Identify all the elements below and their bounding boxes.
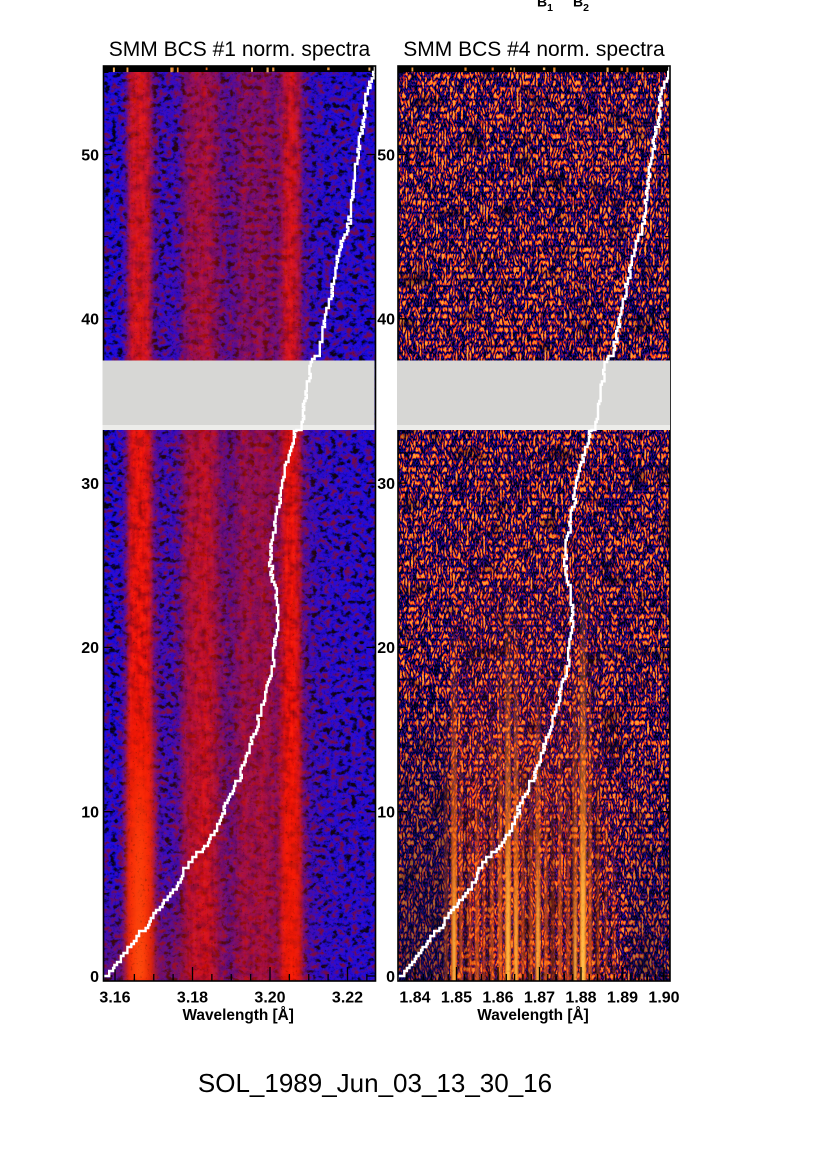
svg-text:40: 40 — [377, 312, 395, 329]
svg-text:1.85: 1.85 — [441, 990, 472, 1007]
svg-text:Wavelength [Å]: Wavelength [Å] — [477, 1007, 588, 1024]
svg-text:50: 50 — [377, 147, 395, 164]
svg-text:20: 20 — [81, 640, 99, 657]
svg-text:40: 40 — [81, 312, 99, 329]
svg-text:30: 30 — [377, 476, 395, 493]
svg-text:SOL_1989_Jun_03_13_30_16: SOL_1989_Jun_03_13_30_16 — [198, 1068, 552, 1098]
svg-text:3.22: 3.22 — [332, 990, 363, 1007]
svg-text:10: 10 — [377, 805, 395, 822]
svg-text:1.89: 1.89 — [607, 990, 638, 1007]
svg-text:SMM BCS #4 norm. spectra: SMM BCS #4 norm. spectra — [403, 38, 665, 61]
svg-text:1.87: 1.87 — [524, 990, 555, 1007]
svg-text:3.20: 3.20 — [254, 990, 285, 1007]
svg-text:50: 50 — [81, 147, 99, 164]
svg-text:0: 0 — [386, 969, 395, 986]
svg-text:30: 30 — [81, 476, 99, 493]
svg-text:Wavelength [Å]: Wavelength [Å] — [182, 1007, 293, 1024]
svg-text:1.90: 1.90 — [648, 990, 679, 1007]
svg-text:3.18: 3.18 — [177, 990, 208, 1007]
svg-text:10: 10 — [81, 805, 99, 822]
svg-text:1.88: 1.88 — [565, 990, 596, 1007]
svg-text:1.84: 1.84 — [399, 990, 430, 1007]
svg-text:20: 20 — [377, 640, 395, 657]
svg-text:0: 0 — [90, 969, 99, 986]
svg-text:1.86: 1.86 — [482, 990, 513, 1007]
svg-text:SMM BCS #1 norm. spectra: SMM BCS #1 norm. spectra — [109, 38, 371, 61]
svg-text:3.16: 3.16 — [99, 990, 130, 1007]
